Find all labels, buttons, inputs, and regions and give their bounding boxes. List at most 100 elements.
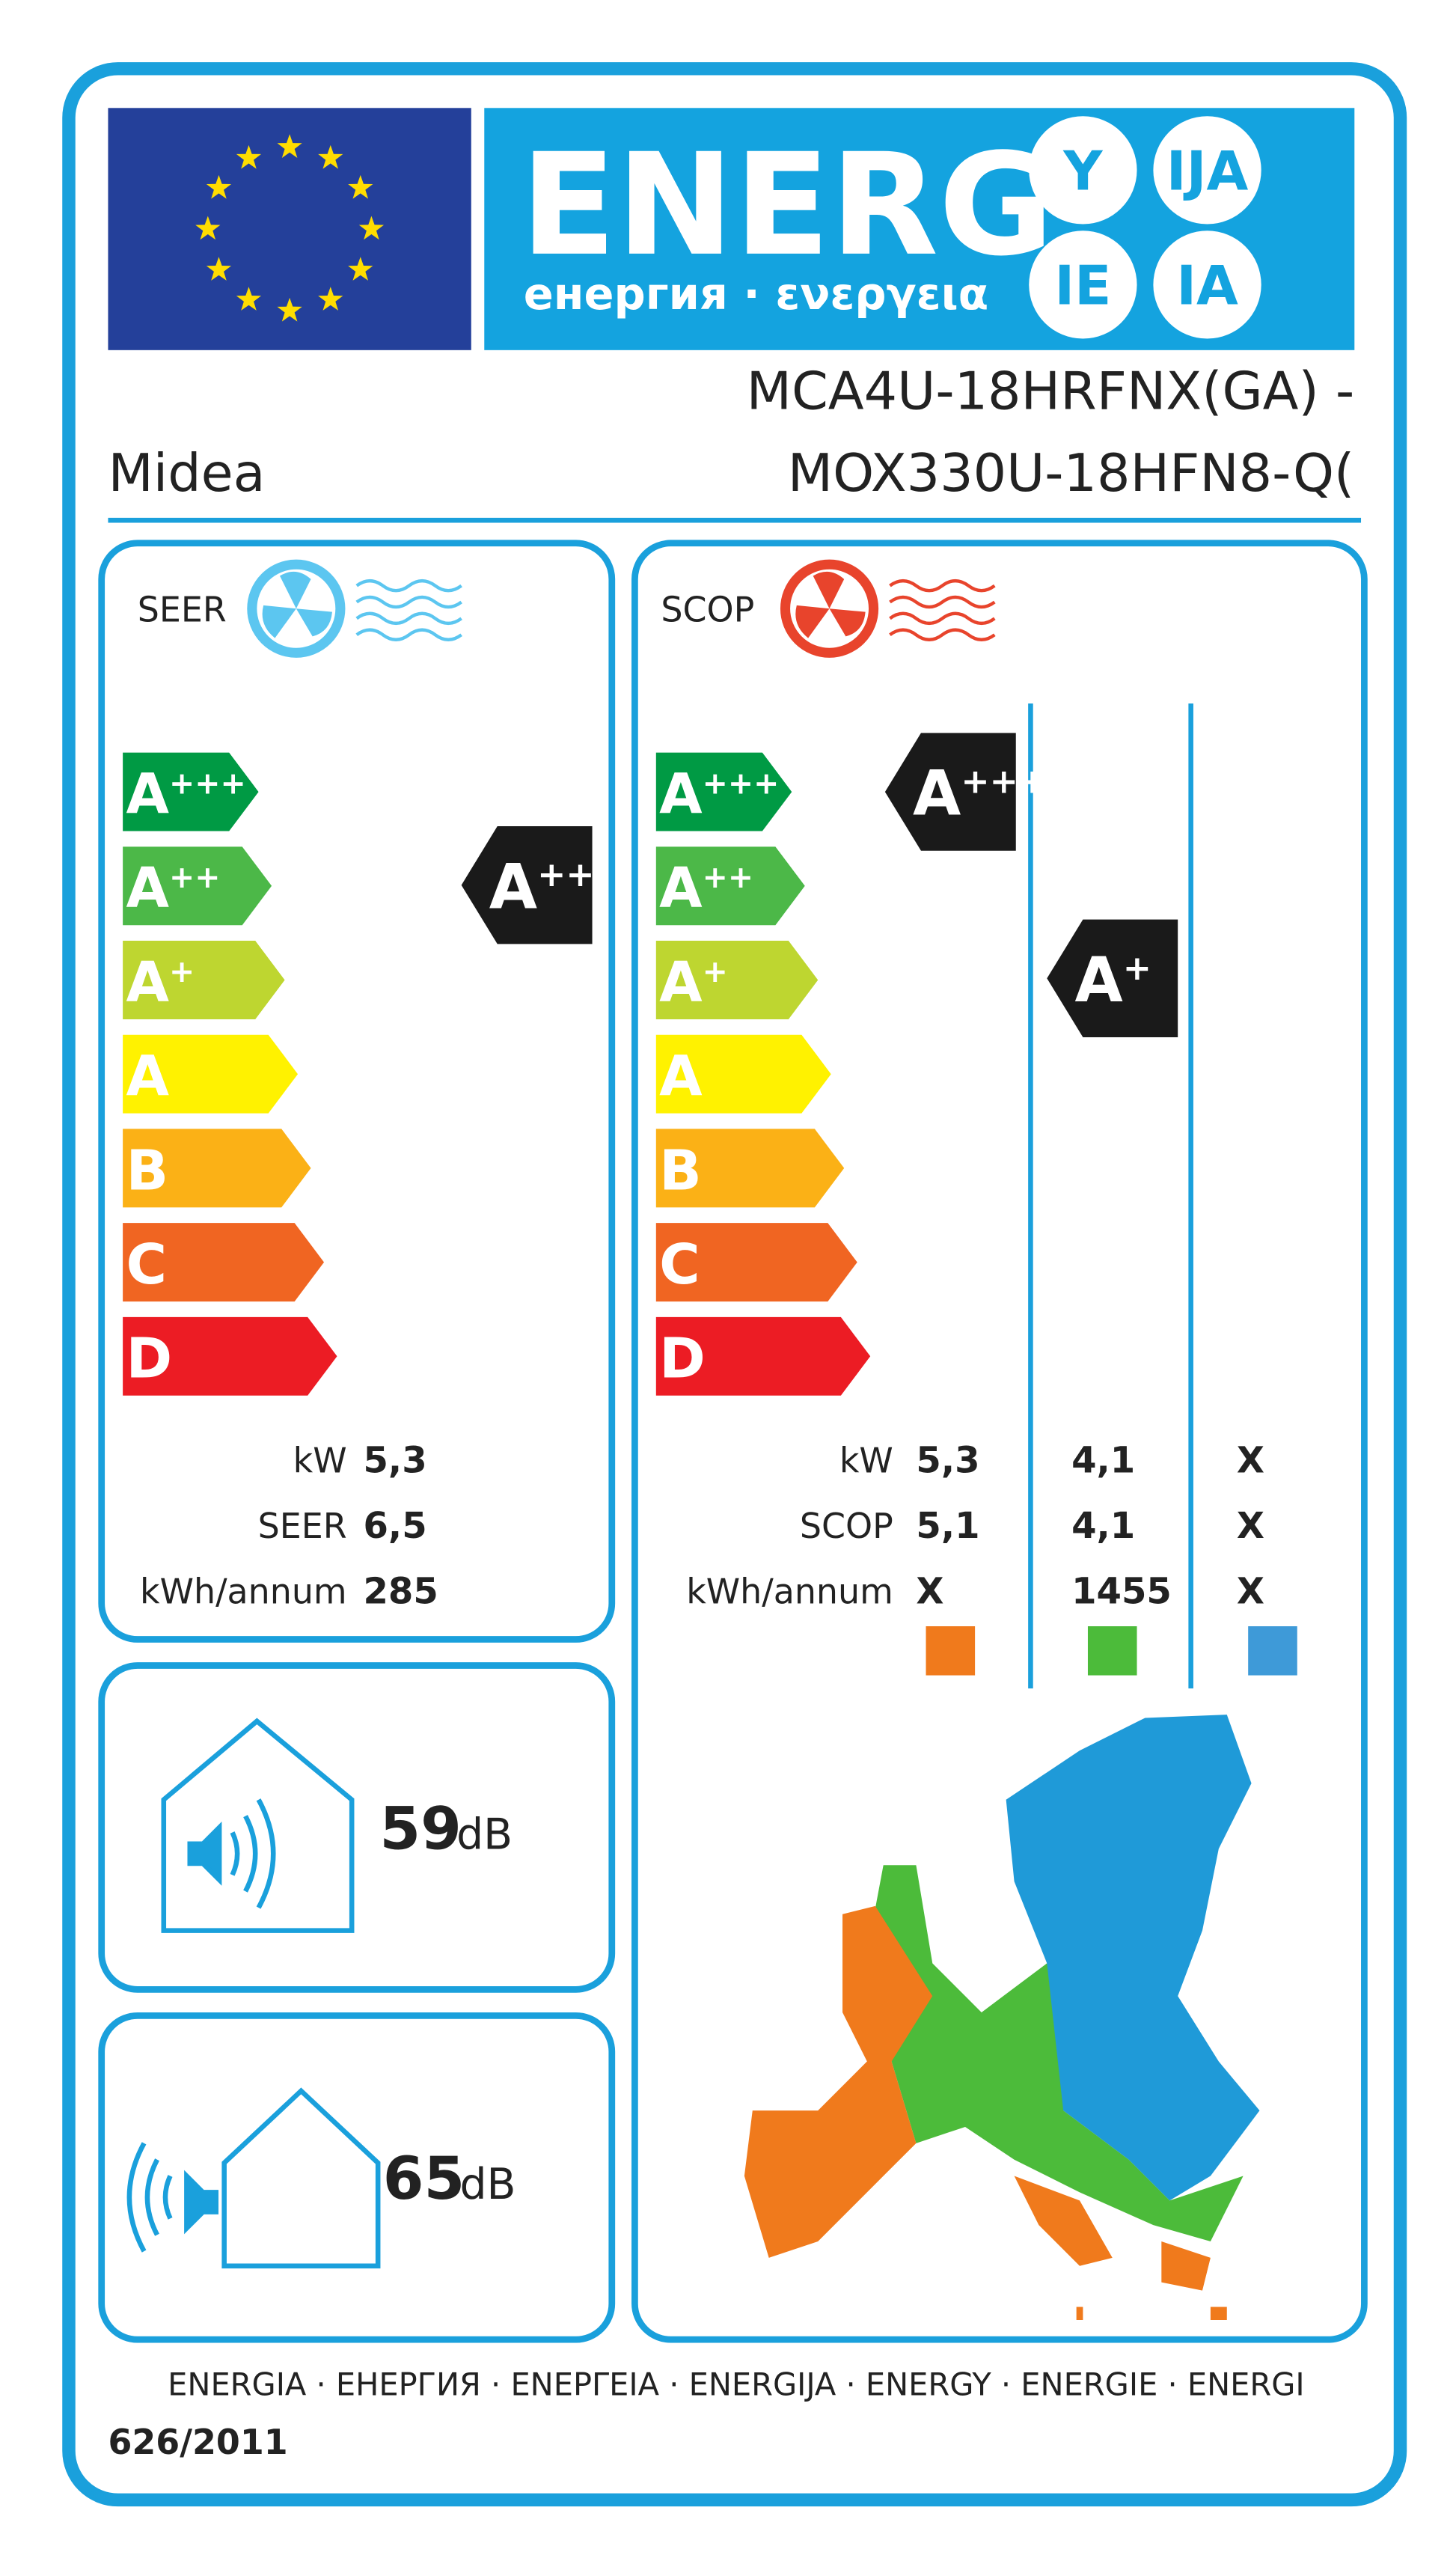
class-letter: A bbox=[126, 1044, 170, 1109]
column-lines bbox=[1028, 703, 1193, 1689]
class-letter: A bbox=[126, 762, 170, 827]
class-arrow bbox=[655, 752, 792, 831]
rating-arrow bbox=[461, 825, 593, 944]
class-label: A bbox=[659, 1044, 703, 1109]
class-arrow bbox=[655, 1034, 831, 1114]
class-arrow bbox=[655, 846, 805, 926]
class-arrow bbox=[655, 1316, 871, 1396]
class-letter: A bbox=[126, 950, 170, 1015]
class-label: D bbox=[659, 1326, 706, 1391]
class-arrow bbox=[123, 846, 272, 926]
row-value: 5,3 bbox=[363, 1440, 426, 1482]
row-value: 5,3 bbox=[916, 1440, 979, 1482]
class-label: A+ bbox=[1074, 944, 1151, 1016]
zone-warm bbox=[926, 1626, 976, 1676]
class-label: A+++ bbox=[126, 762, 246, 827]
regulation: 626/2011 bbox=[108, 2422, 287, 2462]
class-arrow bbox=[123, 1129, 311, 1208]
class-letter: A bbox=[489, 850, 537, 923]
suffix-text: IJA bbox=[1166, 141, 1249, 204]
panels bbox=[98, 540, 1368, 2343]
banner-subtitle: енергия · ενεργεια bbox=[524, 268, 988, 320]
outdoor-noise-value: 65 bbox=[383, 2144, 465, 2213]
class-arrow bbox=[655, 1129, 845, 1208]
europe-map bbox=[744, 1715, 1260, 2320]
model-line: MCA4U-18HRFNX(GA) - bbox=[747, 361, 1355, 422]
class-label: A++ bbox=[126, 855, 221, 921]
class-letter: A bbox=[1074, 944, 1122, 1016]
class-letter: D bbox=[126, 1326, 173, 1391]
class-label: B bbox=[126, 1138, 169, 1203]
class-letter: A bbox=[659, 950, 703, 1015]
supplier: Midea bbox=[108, 443, 265, 504]
class-arrow bbox=[123, 1034, 299, 1114]
row-value: 1455 bbox=[1071, 1570, 1172, 1612]
class-letter: A bbox=[659, 855, 703, 921]
class-arrow bbox=[655, 1223, 857, 1302]
suffix-text: IE bbox=[1054, 255, 1111, 318]
row-label: SCOP bbox=[800, 1506, 893, 1546]
class-sup: + bbox=[703, 953, 728, 989]
cooling-label: SEER bbox=[138, 590, 227, 630]
class-label: A+++ bbox=[659, 762, 779, 827]
class-label: C bbox=[126, 1232, 168, 1297]
class-label: A+ bbox=[126, 950, 195, 1015]
star bbox=[277, 134, 302, 158]
row-label: kW bbox=[293, 1441, 347, 1481]
heating-label: SCOP bbox=[661, 590, 754, 630]
class-sup: + bbox=[169, 953, 195, 989]
star bbox=[236, 287, 262, 311]
row-value: 4,1 bbox=[1071, 1440, 1135, 1482]
row-value: 4,1 bbox=[1071, 1505, 1135, 1547]
class-label: D bbox=[126, 1326, 173, 1391]
outdoor-noise-icon bbox=[126, 2087, 381, 2269]
row-value: 5,1 bbox=[916, 1505, 979, 1547]
suffix-circle bbox=[1029, 231, 1137, 339]
rating-arrow bbox=[1047, 919, 1178, 1038]
star bbox=[358, 216, 385, 240]
class-label: A+ bbox=[659, 950, 728, 1015]
row-label: SEER bbox=[258, 1506, 347, 1546]
row-value: X bbox=[1237, 1440, 1264, 1482]
outer-border bbox=[62, 62, 1407, 2507]
suffix-text: Y bbox=[1062, 141, 1103, 204]
row-label: kWh/annum bbox=[686, 1571, 893, 1611]
class-letter: B bbox=[126, 1138, 169, 1203]
class-arrow bbox=[655, 941, 819, 1019]
indoor-noise-icon bbox=[161, 1718, 355, 1933]
footer-languages: ENERGIA · ЕНЕРГИЯ · ΕΝΕΡΓΕΙΑ · ENERGIJA … bbox=[168, 2366, 1305, 2403]
star bbox=[277, 297, 302, 322]
class-sup: ++ bbox=[703, 859, 754, 895]
star bbox=[318, 287, 343, 311]
class-sup: +++ bbox=[961, 762, 1047, 802]
class-label: A++ bbox=[489, 850, 595, 923]
class-sup: +++ bbox=[169, 765, 246, 801]
suffix-text: IA bbox=[1176, 255, 1238, 318]
class-letter: C bbox=[126, 1232, 168, 1297]
star bbox=[206, 257, 232, 281]
row-label: kW bbox=[839, 1441, 893, 1481]
class-letter: B bbox=[659, 1138, 702, 1203]
class-label: C bbox=[659, 1232, 700, 1297]
class-letter: A bbox=[659, 762, 703, 827]
class-letter: A bbox=[126, 855, 170, 921]
row-label: kWh/annum bbox=[140, 1571, 347, 1611]
class-letter: D bbox=[659, 1326, 706, 1391]
class-arrow bbox=[123, 1223, 325, 1302]
row-value: X bbox=[1237, 1505, 1264, 1547]
row-value: 6,5 bbox=[363, 1505, 426, 1547]
star bbox=[348, 257, 373, 281]
class-letter: C bbox=[659, 1232, 700, 1297]
rating-arrow bbox=[884, 733, 1016, 851]
outdoor-noise-unit: dB bbox=[459, 2160, 516, 2209]
class-arrow bbox=[123, 941, 285, 1019]
zone-average bbox=[1087, 1626, 1137, 1676]
cooling-icon bbox=[247, 559, 462, 658]
class-label: A+++ bbox=[913, 757, 1047, 830]
suffix-circle bbox=[1153, 116, 1261, 225]
row-value: 285 bbox=[363, 1570, 438, 1612]
class-arrow bbox=[123, 1316, 337, 1396]
star bbox=[236, 144, 262, 169]
class-sup: +++ bbox=[703, 765, 780, 801]
